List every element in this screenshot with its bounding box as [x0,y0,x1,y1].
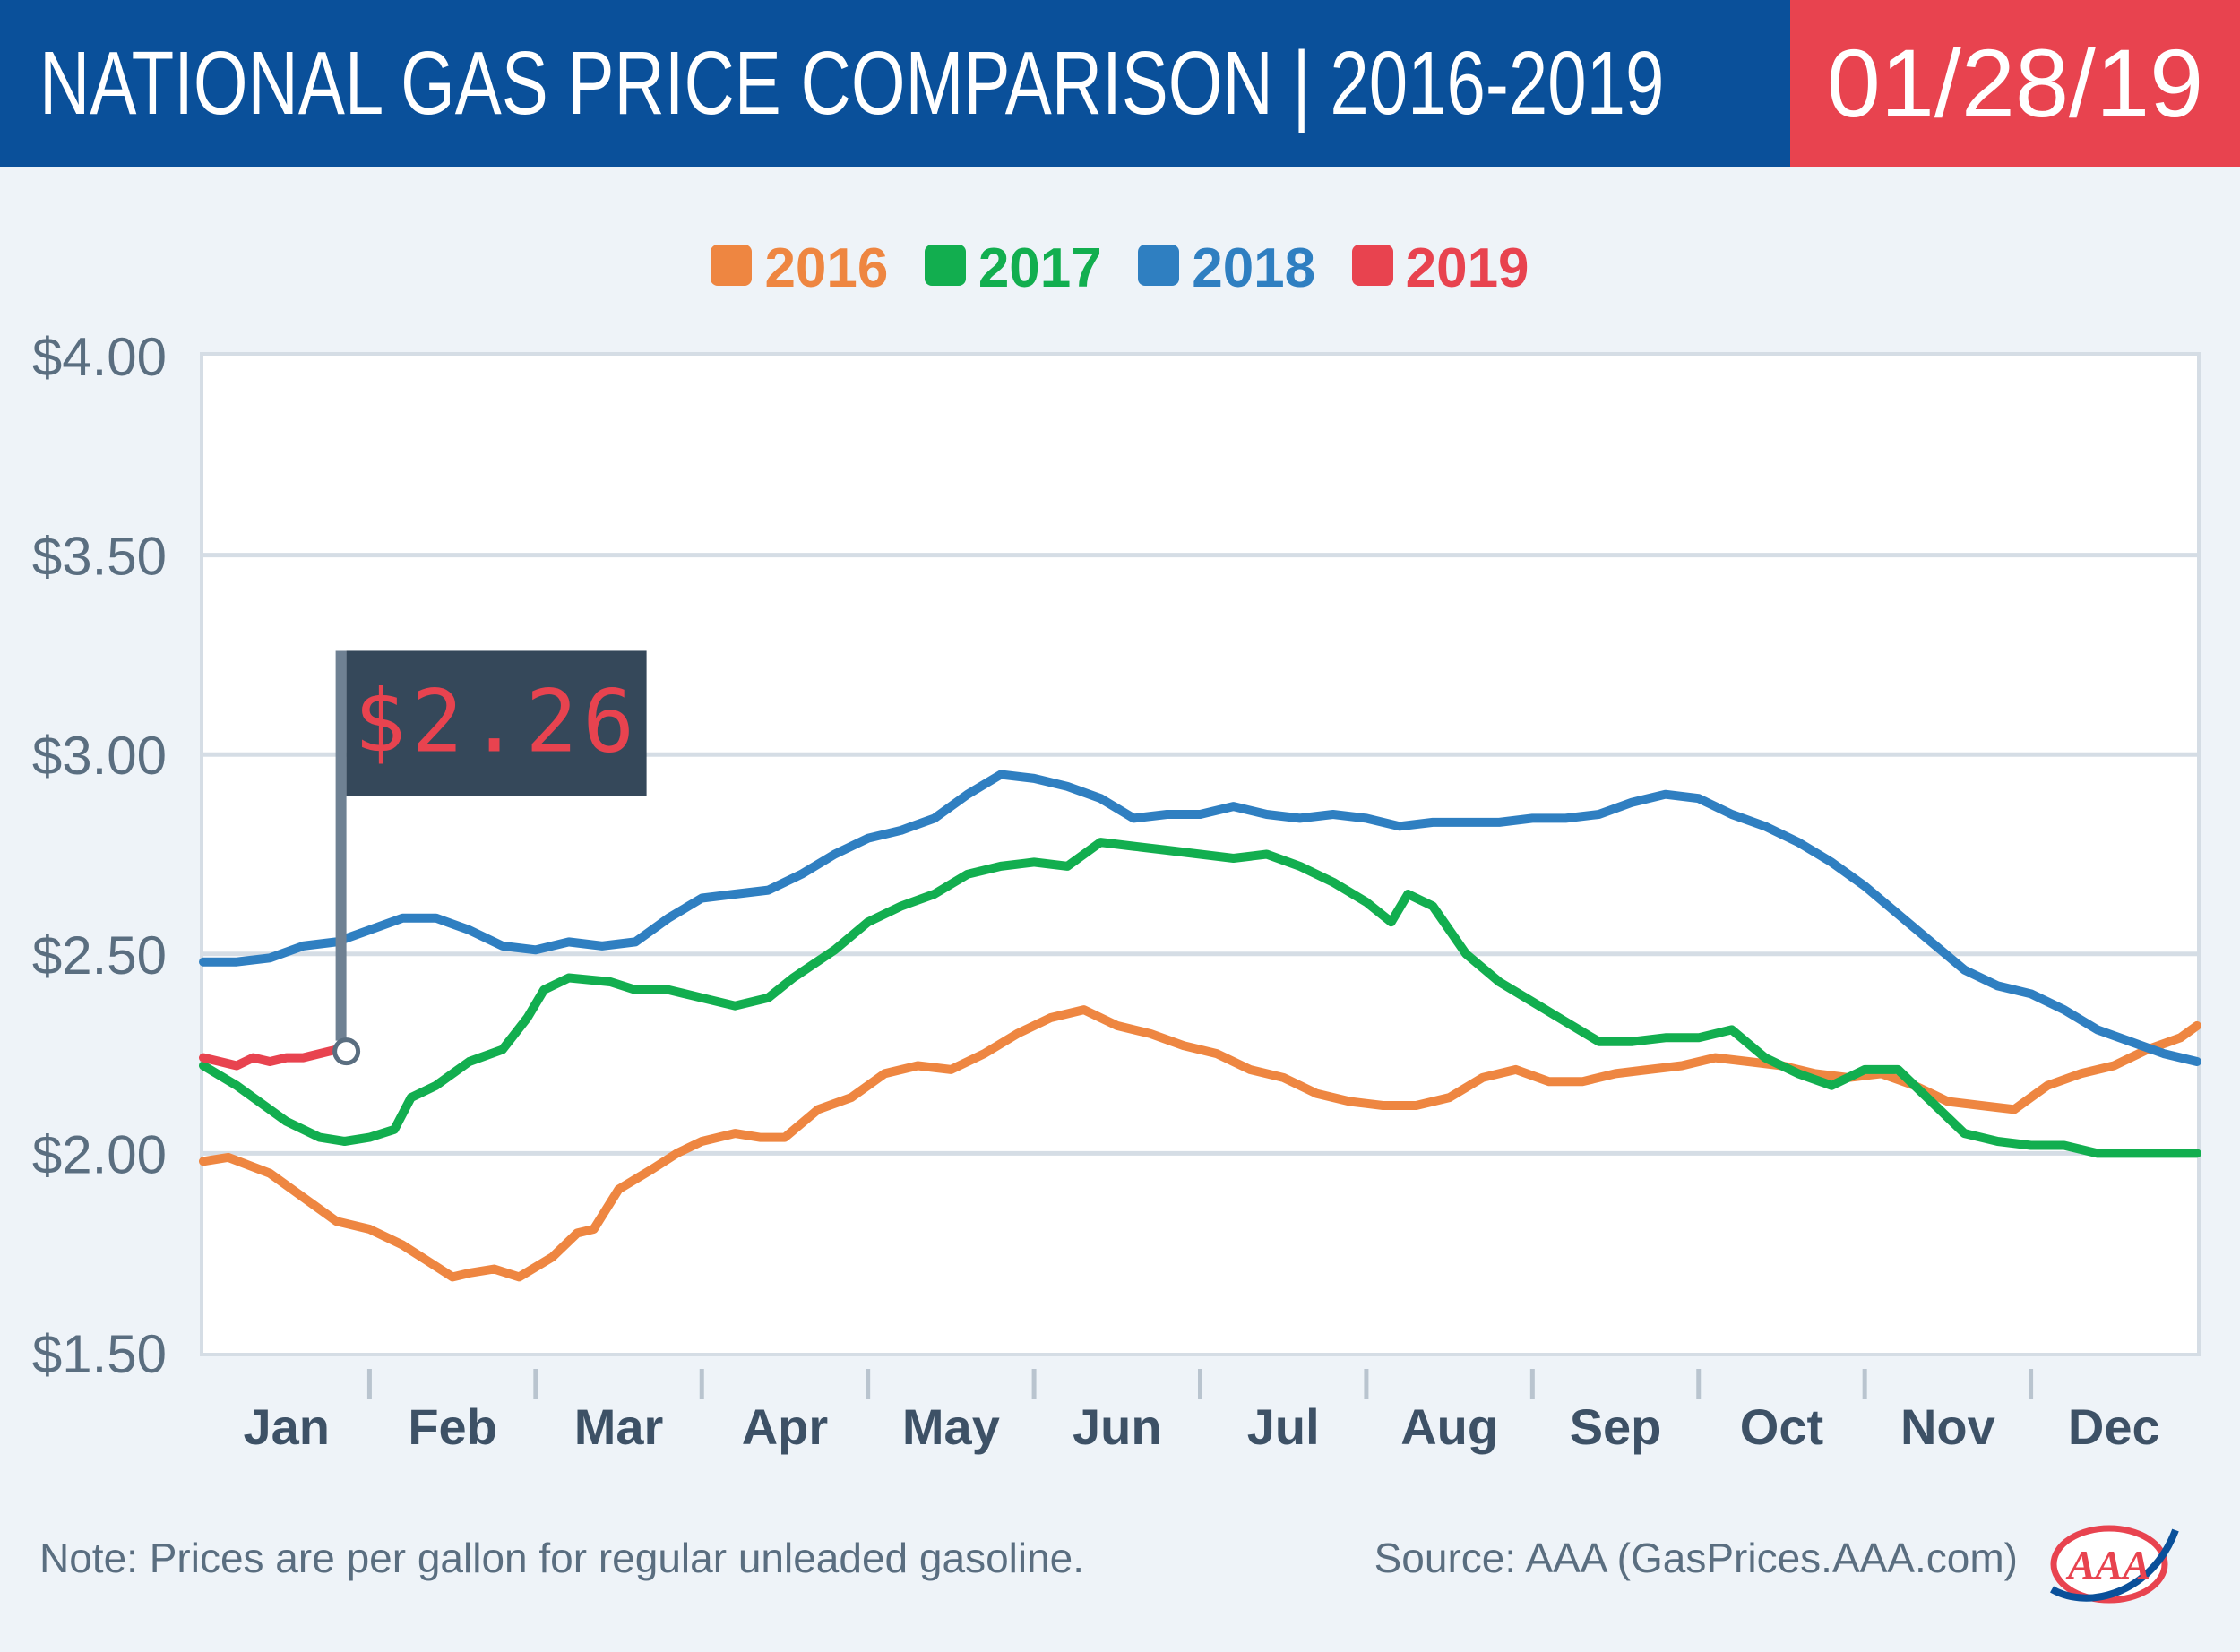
x-tick-label-feb: Feb [408,1398,497,1455]
x-tick-label-aug: Aug [1400,1398,1498,1455]
legend-label-2017: 2017 [978,237,1102,300]
y-axis-labels: $4.00 $3.50 $3.00 $2.50 $2.00 $1.50 [32,327,167,1384]
legend-swatch-2016 [711,244,753,286]
y-tick-label: $4.00 [32,327,167,387]
x-tick-label-may: May [902,1398,1000,1455]
chart-legend: 2016 2017 2018 2019 [0,233,2240,305]
y-tick-label: $3.00 [32,726,167,786]
legend-item-2017: 2017 [924,233,1102,300]
y-tick-label: $2.50 [32,925,167,985]
x-tick-label-jan: Jan [243,1398,330,1455]
page-title-text: NATIONAL GAS PRICE COMPARISON | 2016-201… [39,33,1665,133]
flag-panel [346,650,647,796]
legend-swatch-2019 [1351,244,1393,286]
y-tick-label: $3.50 [32,527,167,587]
legend-label-2016: 2016 [764,237,889,300]
legend-swatch-2017 [924,244,966,286]
price-flag: $2.26 [332,650,647,1066]
legend-item-2018: 2018 [1138,233,1315,300]
aaa-logo: AAA [2050,1525,2179,1604]
grid-lines [203,553,2197,1156]
legend-label-2019: 2019 [1405,237,1529,300]
y-tick-label: $1.50 [32,1324,167,1384]
x-tick-label-jul: Jul [1247,1398,1320,1455]
series-line-2019 [199,1045,349,1071]
aaa-logo-swoosh [2050,1528,2179,1602]
flag-price-label: $2.26 [354,671,640,771]
series-line-2018 [199,770,2201,1066]
legend-label-2018: 2018 [1192,237,1316,300]
legend-item-2019: 2019 [1351,233,1529,300]
date-text: 01/28/19 [1826,29,2204,137]
flag-marker [332,1037,361,1066]
x-tick-label-sep: Sep [1570,1398,1662,1455]
date-badge: 01/28/19 [1790,0,2240,167]
page-title: NATIONAL GAS PRICE COMPARISON | 2016-201… [39,0,2123,167]
series-line-2017 [199,838,2201,1158]
legend-item-2016: 2016 [711,233,888,300]
source-text: Source: AAA (GasPrices.AAA.com) [1374,1535,2018,1581]
x-tick-label-oct: Oct [1740,1398,1823,1455]
x-tick-label-jun: Jun [1073,1398,1162,1455]
series-lines [199,770,2201,1282]
x-tick-label-dec: Dec [2068,1398,2160,1455]
y-tick-label: $2.00 [32,1124,167,1184]
footnote: Note: Prices are per gallon for regular … [39,1535,1085,1581]
x-tick-label-apr: Apr [742,1398,828,1455]
x-tick-label-nov: Nov [1900,1398,1995,1455]
aaa-logo-text: AAA [2065,1542,2150,1587]
x-tick-label-mar: Mar [574,1398,664,1455]
x-axis: Jan Feb Mar Apr May Jun Jul Aug Sep Oct Nov Dec [243,1369,2160,1455]
legend-swatch-2018 [1138,244,1180,286]
